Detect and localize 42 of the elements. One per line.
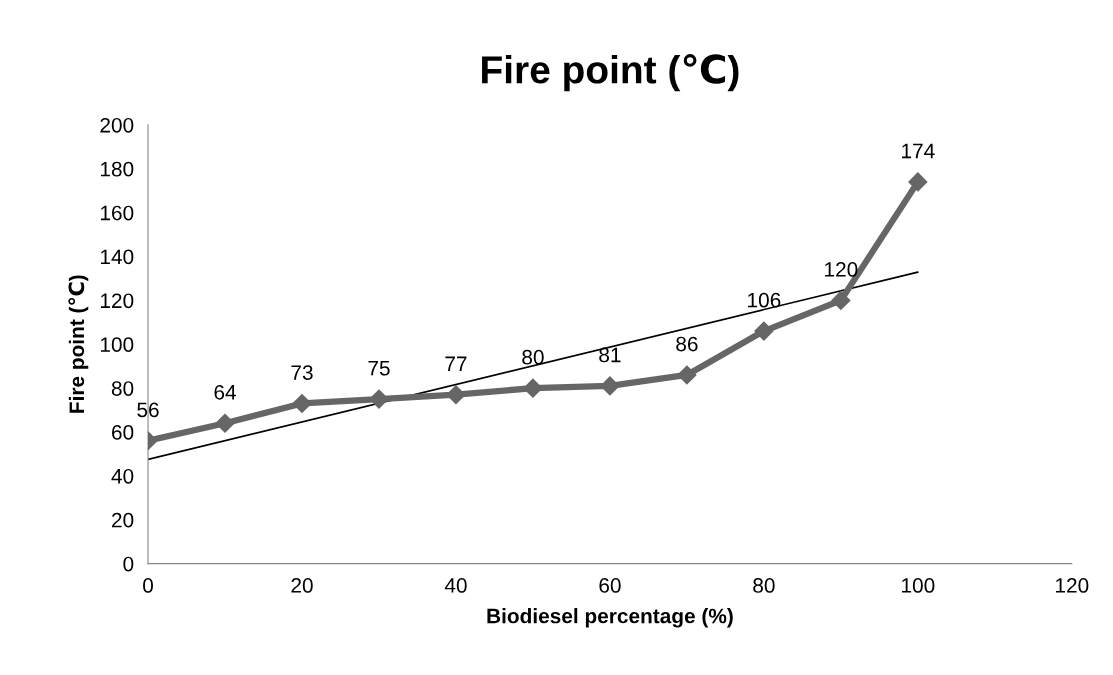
data-label: 81	[599, 347, 621, 363]
point	[523, 378, 543, 398]
y-axis-title: Fire point (℃)	[68, 275, 89, 413]
x-tick-label: 0	[143, 578, 154, 593]
x-tick-label: 120	[1056, 578, 1089, 593]
y-tick-label: 140	[100, 249, 134, 265]
y-tick-label: 60	[112, 425, 134, 440]
data-label: 64	[214, 384, 236, 400]
y-tick-label: 0	[123, 556, 134, 572]
y-tick-label: 40	[111, 468, 134, 484]
data-label: 86	[676, 336, 698, 352]
data-label: 106	[748, 292, 781, 308]
data-label: 56	[137, 402, 159, 418]
data-label: 77	[445, 356, 467, 371]
data-label: 73	[291, 365, 313, 380]
y-tick-label: 200	[100, 117, 134, 133]
x-axis-title: Biodiesel percentage (%)	[487, 608, 733, 628]
data-label: 80	[522, 349, 544, 365]
data-label: 120	[825, 262, 858, 277]
y-tick-label: 20	[112, 512, 134, 528]
y-tick-label: 160	[100, 205, 134, 221]
point	[831, 290, 851, 310]
x-tick-label: 20	[291, 578, 313, 593]
point	[215, 413, 235, 433]
data-label: 75	[368, 360, 390, 376]
point	[908, 172, 928, 192]
y-tick-label: 120	[100, 293, 134, 309]
y-tick-label: 180	[100, 161, 134, 177]
x-tick-label: 100	[902, 578, 935, 593]
x-tick-label: 60	[599, 578, 621, 593]
point	[754, 321, 774, 341]
x-tick-label: 40	[444, 578, 467, 593]
point	[446, 385, 466, 405]
point	[369, 389, 389, 409]
chart-title: Fire point (℃)	[482, 54, 739, 92]
point	[292, 393, 312, 414]
y-tick-label: 100	[100, 337, 134, 352]
x-tick-label: 80	[753, 578, 775, 593]
data-label: 174	[902, 143, 935, 159]
point	[600, 376, 620, 396]
point	[677, 365, 697, 385]
y-tick-label: 80	[111, 381, 134, 396]
